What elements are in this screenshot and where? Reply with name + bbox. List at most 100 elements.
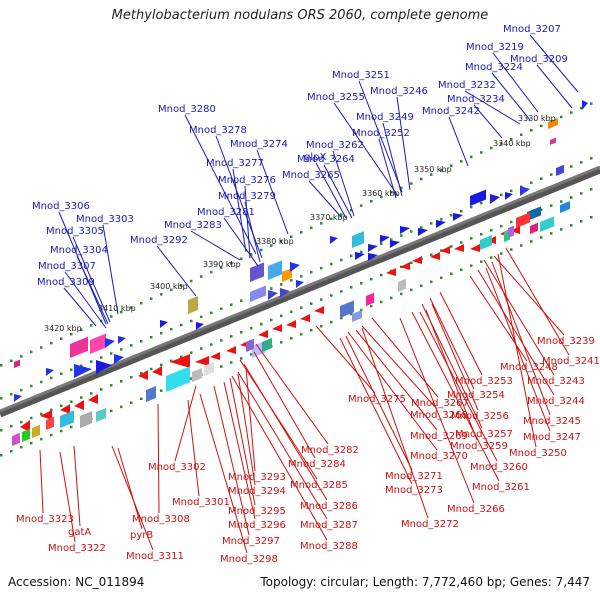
reverse-gene-label: Mnod_3302: [148, 462, 206, 473]
reverse-gene-label: Mnod_3286: [300, 501, 358, 512]
reverse-gene-label: Mnod_3287: [300, 520, 358, 531]
kbp-tick-label: 3380 kbp: [256, 237, 294, 246]
tick-dot: [90, 324, 93, 327]
tick-dot: [360, 250, 363, 254]
tick-dot: [200, 315, 203, 319]
tick-dot: [220, 307, 223, 311]
gene-box: [12, 432, 20, 446]
gene-box: [188, 295, 198, 314]
reverse-leader-line: [245, 367, 256, 472]
reverse-gene-arrow: [454, 244, 464, 252]
reverse-gene-label: Mnod_3253: [455, 376, 513, 387]
tick-dot: [400, 186, 403, 190]
forward-gene-arrow: [390, 240, 400, 248]
tick-dot: [190, 377, 193, 380]
tick-dot: [270, 287, 273, 290]
tick-dot: [550, 204, 553, 207]
tick-dot: [70, 400, 73, 403]
tick-dot: [540, 177, 543, 180]
tick-dot: [220, 339, 223, 342]
tick-dot: [290, 235, 293, 238]
tick-dot: [520, 133, 523, 136]
forward-gene-arrow: [355, 252, 365, 260]
reverse-leader-line: [469, 275, 528, 362]
reverse-gene-label: Mnod_3261: [472, 482, 530, 493]
tick-dot: [230, 303, 233, 306]
reverse-leader-line: [187, 399, 200, 497]
forward-leader-line: [378, 138, 397, 199]
reverse-gene-label: Mnod_3272: [401, 519, 459, 530]
forward-gene-label: Mnod_3306: [32, 201, 90, 212]
reverse-leader-line: [199, 393, 248, 554]
reverse-gene-label: Mnod_3323: [16, 514, 74, 525]
reverse-gene-label: Mnod_3245: [523, 416, 581, 427]
tick-dot: [210, 270, 213, 274]
reverse-gene-label: Mnod_3257: [455, 429, 513, 440]
tick-dot: [560, 115, 563, 119]
tick-dot: [300, 306, 303, 309]
forward-leader-line: [232, 168, 247, 253]
tick-dot: [480, 151, 483, 154]
tick-dot: [410, 182, 413, 185]
forward-leader-line: [536, 64, 573, 109]
tick-dot: [80, 364, 83, 367]
tick-dot: [450, 245, 453, 248]
tick-dot: [370, 277, 373, 281]
tick-dot: [400, 234, 403, 237]
tick-dot: [570, 196, 573, 199]
reverse-leader-line: [237, 373, 256, 486]
tick-dot: [210, 311, 213, 315]
tick-dot: [400, 292, 403, 296]
gene-box: [22, 428, 30, 442]
forward-leader-line: [244, 185, 251, 259]
reverse-leader-line: [174, 385, 197, 462]
tick-dot: [100, 388, 103, 391]
tick-dot: [160, 363, 163, 367]
reverse-gene-arrow: [300, 314, 310, 322]
forward-gene-arrow: [14, 394, 22, 402]
reverse-gene-label: Mnod_3295: [228, 506, 286, 517]
gene-box: [560, 200, 570, 213]
gene-box: [204, 361, 214, 376]
tick-dot: [480, 201, 483, 205]
tick-dot: [430, 253, 433, 256]
reverse-gene-arrow: [20, 420, 30, 432]
reverse-gene-arrow: [170, 354, 190, 368]
forward-leader-line: [308, 180, 343, 219]
tick-dot: [490, 228, 493, 232]
tick-dot: [460, 209, 463, 213]
reverse-gene-label: Mnod_3273: [385, 485, 443, 496]
tick-dot: [250, 353, 253, 356]
tick-dot: [330, 262, 333, 266]
forward-gene-label: Mnod_3234: [447, 94, 505, 105]
backbone-dark: [0, 166, 600, 418]
tick-dot: [160, 331, 163, 335]
gene-box: [527, 206, 541, 221]
tick-dot: [350, 286, 353, 289]
tick-dot: [200, 347, 203, 350]
reverse-gene-arrow: [286, 320, 296, 328]
reverse-leader-line: [253, 351, 316, 459]
tick-dot: [330, 320, 333, 324]
tick-dot: [490, 146, 493, 150]
tick-dot: [500, 193, 503, 197]
tick-dot: [470, 155, 473, 159]
gene-box: [96, 407, 106, 422]
reverse-gene-arrow: [258, 330, 268, 338]
tick-dot: [70, 332, 73, 336]
gene-box: [146, 385, 156, 402]
gene-box: [262, 337, 272, 352]
forward-gene-label: Mnod_3255: [307, 92, 365, 103]
tick-dot: [50, 433, 53, 437]
reverse-leader-line: [339, 337, 413, 485]
tick-dot: [530, 240, 533, 243]
forward-leader-line: [396, 96, 411, 191]
forward-leader-line: [72, 236, 111, 323]
tick-dot: [310, 270, 313, 274]
forward-leader-line: [448, 116, 469, 167]
tick-dot: [210, 343, 213, 346]
tick-dot: [320, 222, 323, 225]
tick-dot: [350, 312, 353, 316]
tick-dot: [310, 328, 313, 332]
reverse-gene-label: Mnod_3259: [450, 441, 508, 452]
